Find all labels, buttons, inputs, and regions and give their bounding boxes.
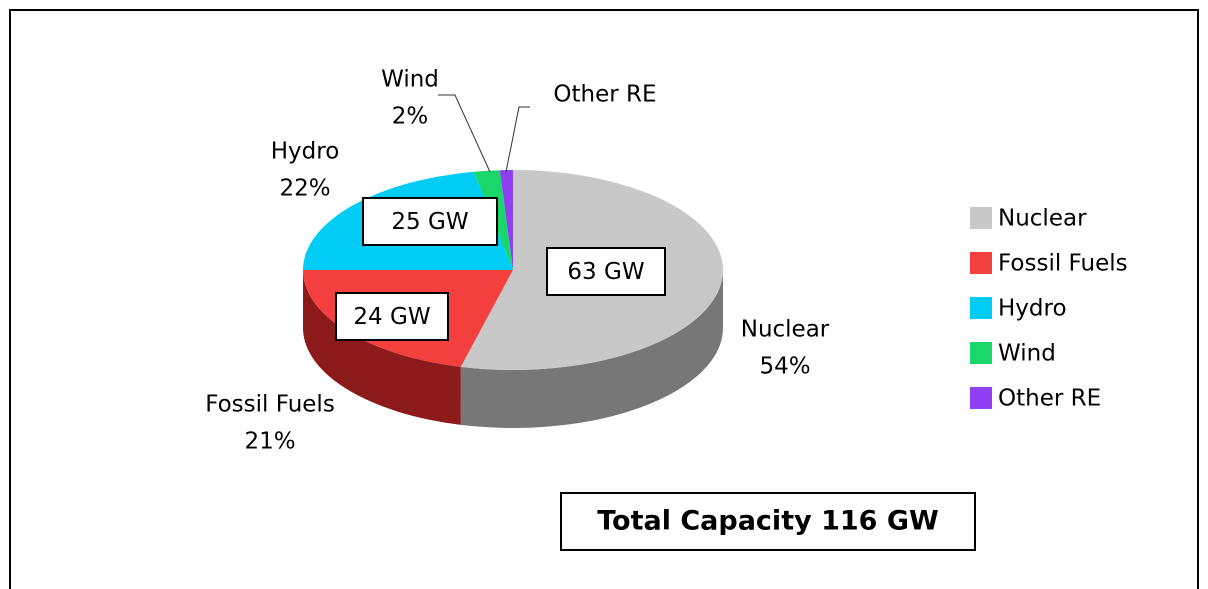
legend-swatch (970, 342, 992, 364)
slice-value-label: 2% (392, 104, 429, 130)
gw-box (546, 247, 666, 296)
slice (499, 170, 513, 270)
legend-label: Wind (998, 341, 1056, 367)
slice-label: Hydro (271, 139, 340, 165)
slice-label: Other RE (553, 82, 656, 108)
labels: Nuclear 54% Fossil Fuels 21% Hydro 22% Wind 2% O… (205, 67, 830, 455)
gw-label: 25 GW (391, 209, 468, 235)
legend-label: Fossil Fuels (998, 251, 1128, 277)
slice-value-label: 54% (759, 354, 810, 380)
total-label: Total Capacity 116 GW (597, 506, 939, 537)
leader-line (505, 106, 530, 173)
slice-side (460, 270, 723, 429)
gw-label: 63 GW (567, 259, 644, 285)
leader-line (438, 94, 491, 173)
chart-border (9, 9, 1199, 589)
slice-side (303, 270, 461, 425)
legend-label: Hydro (998, 296, 1067, 322)
slice-value-label: 21% (244, 429, 295, 455)
legend-swatch (970, 387, 992, 409)
total-box (560, 492, 976, 551)
legend-label: Nuclear (998, 206, 1087, 232)
gw-box (335, 292, 449, 341)
legend: Nuclear Fossil Fuels Hydro Wind Other RE (970, 206, 1128, 412)
legend-label: Other RE (998, 386, 1101, 412)
gw-label: 24 GW (353, 304, 430, 330)
gw-box (362, 197, 498, 246)
slice-label: Nuclear (741, 317, 830, 343)
slice-value-label: 22% (279, 176, 330, 202)
legend-swatch (970, 297, 992, 319)
legend-swatch (970, 207, 992, 229)
slice-label: Fossil Fuels (205, 392, 335, 418)
slice-label: Wind (381, 67, 439, 93)
legend-swatch (970, 252, 992, 274)
